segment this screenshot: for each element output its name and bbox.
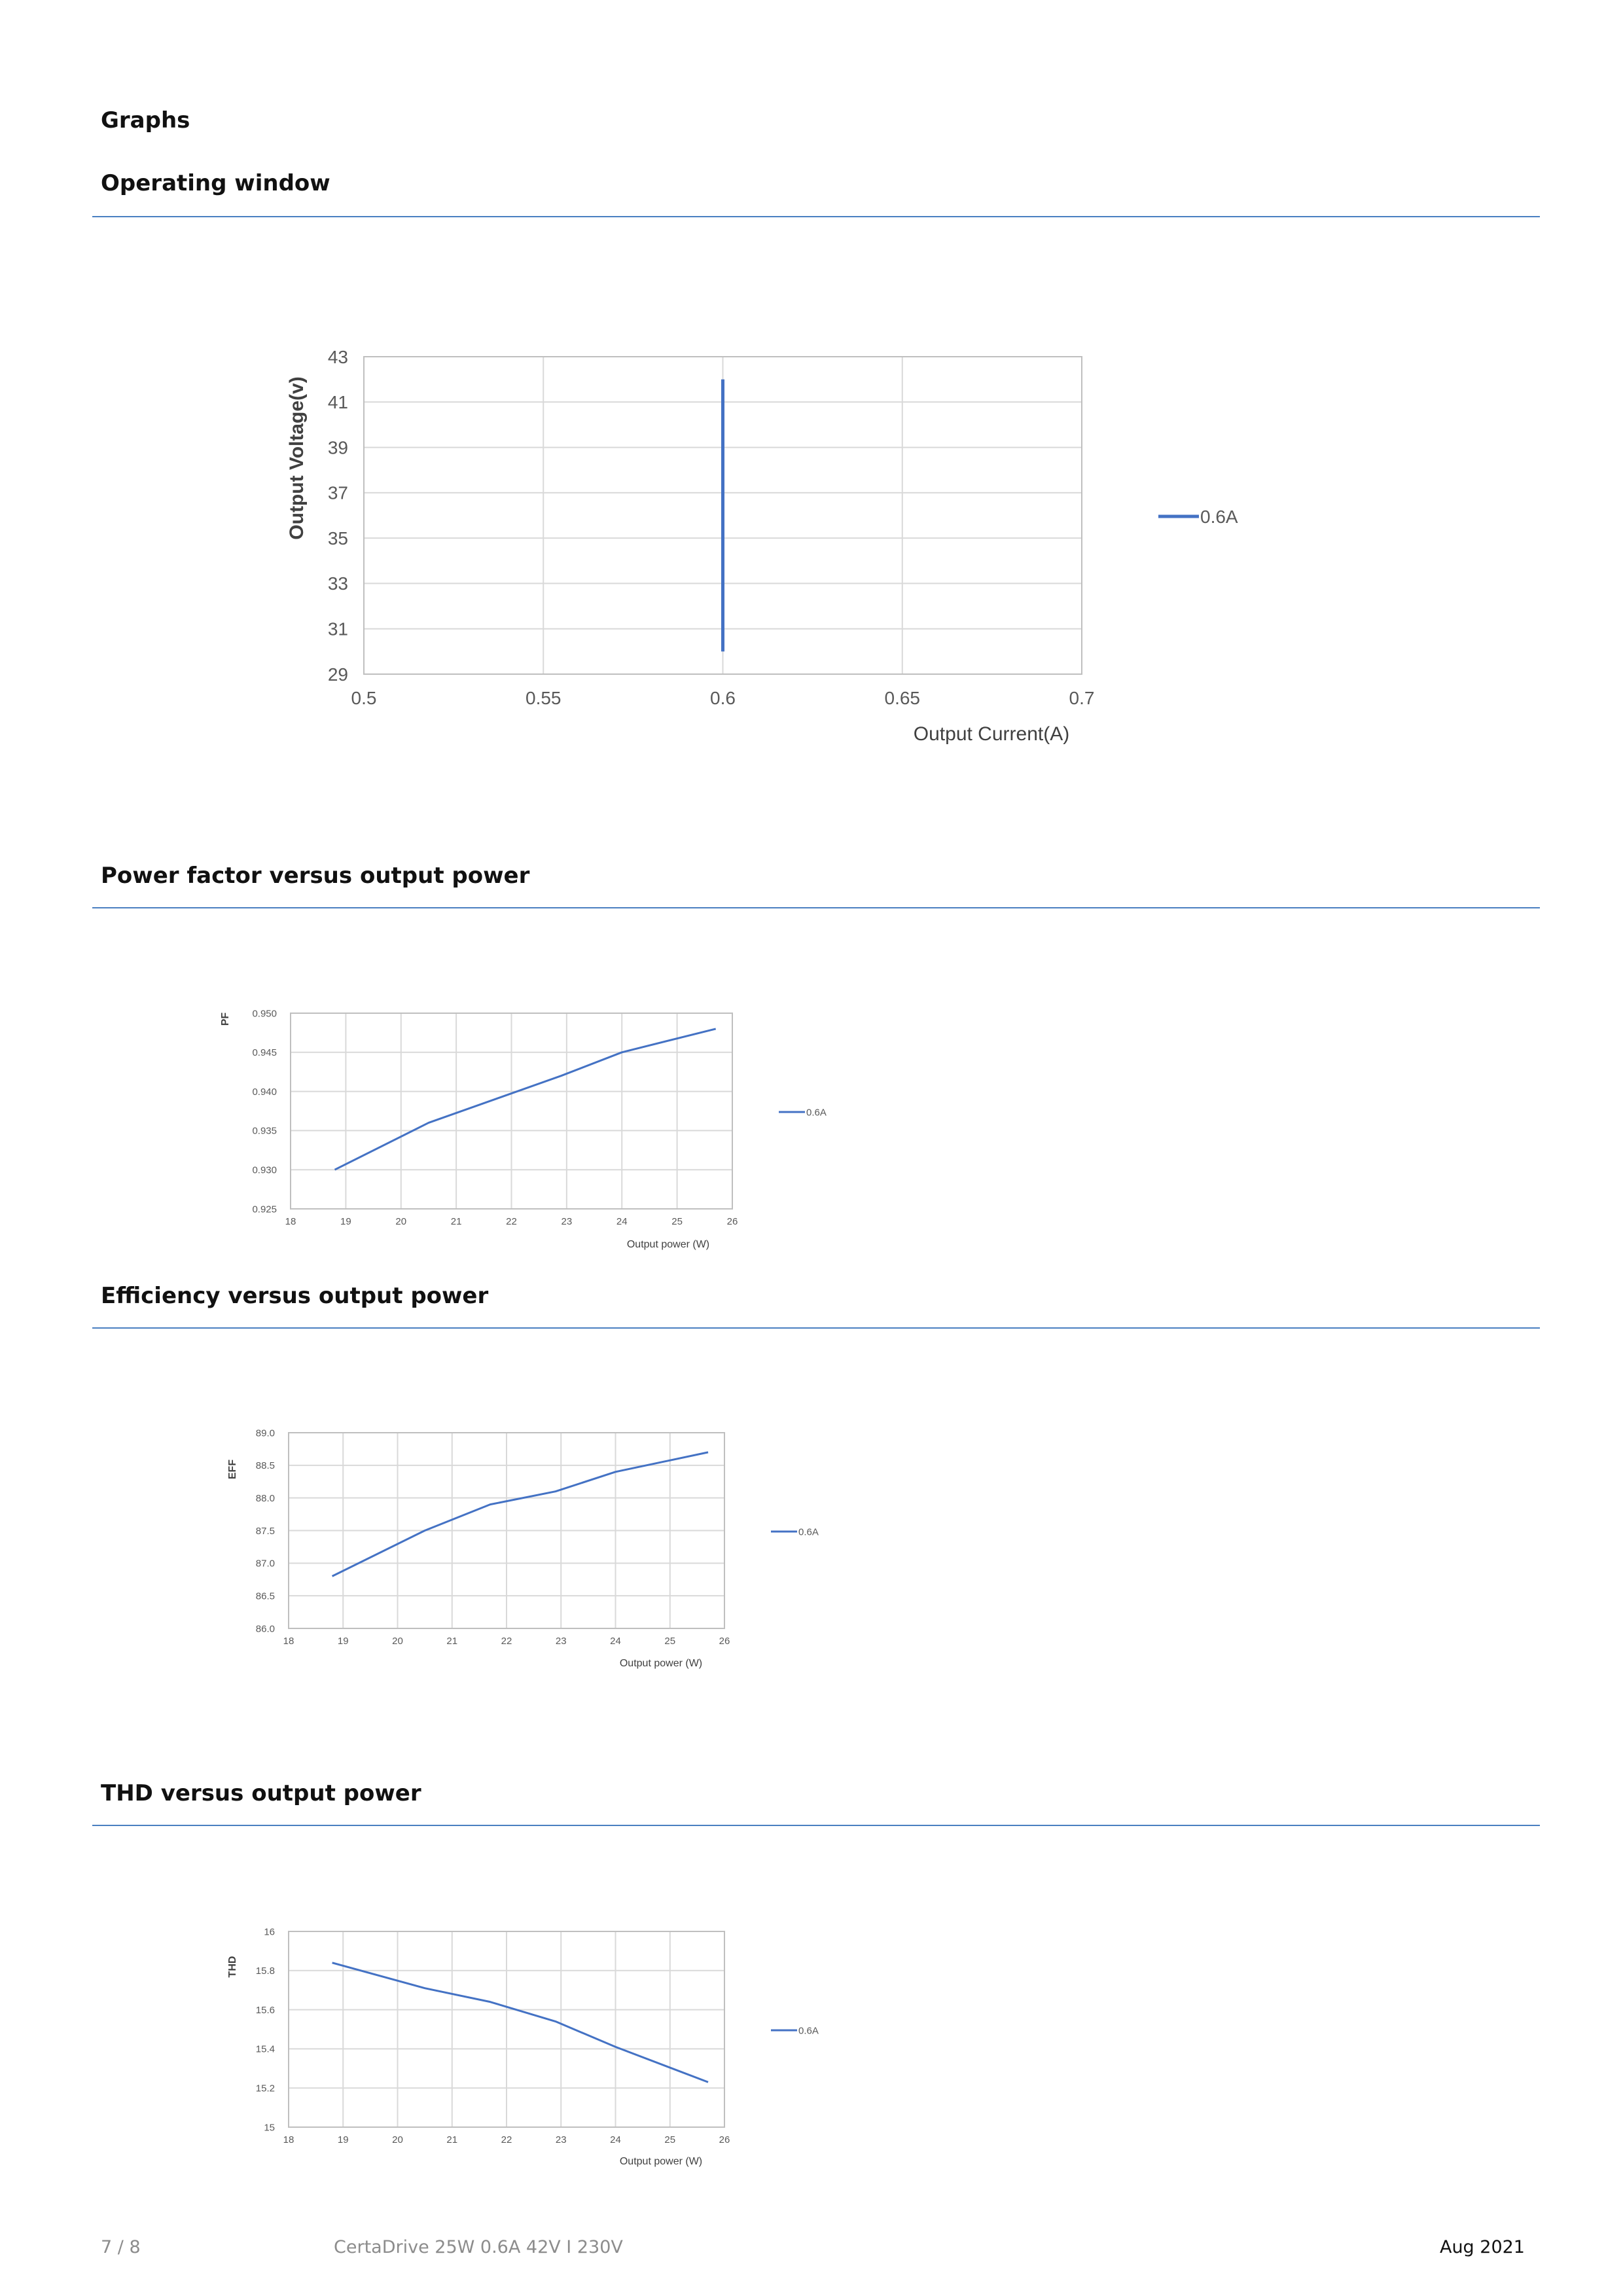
x-tick-label: 20: [395, 1216, 406, 1227]
y-tick-label: 86.0: [256, 1623, 275, 1634]
x-tick-label: 20: [392, 1636, 403, 1647]
x-tick-label: 23: [556, 2134, 567, 2145]
heading-thd: THD versus output power: [101, 1780, 421, 1806]
y-tick-label: 16: [264, 1926, 275, 1937]
x-tick-label: 26: [719, 1636, 730, 1647]
y-tick-label: 88.5: [256, 1460, 275, 1471]
y-tick-label: 29: [328, 664, 348, 685]
legend-label: 0.6A: [806, 1107, 827, 1118]
y-tick-label: 89.0: [256, 1427, 275, 1439]
section-title: Graphs: [101, 107, 190, 134]
x-tick-label: 23: [556, 1636, 567, 1647]
y-tick-label: 87.5: [256, 1526, 275, 1537]
x-tick-label: 24: [616, 1216, 628, 1227]
y-tick-label: 35: [328, 528, 348, 548]
y-tick-label: 15: [264, 2122, 275, 2133]
section-divider: [92, 216, 1540, 217]
y-axis-title: EFF: [227, 1460, 238, 1479]
x-tick-label: 23: [562, 1216, 573, 1227]
x-tick-label: 19: [340, 1216, 351, 1227]
plot-area-frame: [290, 1013, 733, 1210]
y-tick-label: 87.0: [256, 1558, 275, 1570]
x-tick-label: 0.65: [885, 688, 921, 708]
x-axis-title: Output power (W): [620, 1658, 702, 1669]
x-tick-label: 18: [283, 1636, 294, 1647]
y-tick-label: 0.940: [252, 1086, 277, 1098]
legend-label: 0.6A: [1200, 507, 1238, 527]
y-tick-label: 0.945: [252, 1047, 277, 1058]
heading-power-factor: Power factor versus output power: [101, 863, 530, 889]
y-tick-label: 33: [328, 573, 348, 594]
y-tick-label: 15.4: [256, 2044, 275, 2055]
x-tick-label: 0.6: [710, 688, 736, 708]
x-tick-label: 0.5: [351, 688, 377, 708]
y-tick-label: 0.930: [252, 1164, 277, 1175]
y-axis-title: PF: [220, 1013, 231, 1026]
y-tick-label: 39: [328, 437, 348, 457]
x-tick-label: 25: [664, 2134, 675, 2145]
y-tick-label: 15.6: [256, 2005, 275, 2016]
x-tick-label: 0.55: [526, 688, 562, 708]
x-tick-label: 20: [392, 2134, 403, 2145]
plot-area-frame: [288, 1931, 725, 2128]
x-tick-label: 18: [283, 2134, 294, 2145]
x-tick-label: 24: [610, 1636, 621, 1647]
x-tick-label: 21: [446, 2134, 457, 2145]
plot-area-frame: [288, 1432, 725, 1629]
series-line-0-6a: [331, 1451, 709, 1577]
x-tick-label: 19: [338, 2134, 349, 2145]
y-tick-label: 15.2: [256, 2083, 275, 2094]
legend-label: 0.6A: [798, 1526, 819, 1537]
y-axis-title: Output Voltage(v): [286, 376, 308, 539]
heading-efficiency: Efficiency versus output power: [101, 1283, 489, 1309]
x-tick-label: 18: [285, 1216, 296, 1227]
x-tick-label: 25: [671, 1216, 683, 1227]
x-tick-label: 26: [727, 1216, 738, 1227]
heading-operating-window: Operating window: [101, 170, 330, 196]
y-tick-label: 86.5: [256, 1590, 275, 1602]
x-axis-title: Output Current(A): [914, 723, 1069, 745]
section-divider: [92, 907, 1540, 908]
x-tick-label: 0.7: [1069, 688, 1095, 708]
x-axis-title: Output power (W): [627, 1239, 709, 1250]
y-tick-label: 0.950: [252, 1008, 277, 1019]
x-tick-label: 19: [338, 1636, 349, 1647]
y-tick-label: 0.925: [252, 1204, 277, 1215]
x-tick-label: 24: [610, 2134, 621, 2145]
x-tick-label: 21: [451, 1216, 462, 1227]
footer-date: Aug 2021: [1439, 2237, 1525, 2257]
x-tick-label: 21: [446, 1636, 457, 1647]
x-tick-label: 22: [501, 2134, 512, 2145]
x-axis-title: Output power (W): [620, 2156, 702, 2167]
y-tick-label: 0.935: [252, 1126, 277, 1137]
footer-product-name: CertaDrive 25W 0.6A 42V I 230V: [334, 2237, 623, 2257]
y-tick-label: 43: [328, 347, 348, 367]
y-tick-label: 37: [328, 483, 348, 503]
footer-page-number: 7 / 8: [101, 2237, 141, 2257]
x-tick-label: 22: [506, 1216, 517, 1227]
x-tick-label: 25: [664, 1636, 675, 1647]
section-divider: [92, 1327, 1540, 1329]
series-line-0-6a: [332, 1962, 709, 2083]
y-axis-title: THD: [227, 1956, 238, 1978]
y-tick-label: 41: [328, 392, 348, 412]
y-tick-label: 31: [328, 619, 348, 639]
legend-label: 0.6A: [798, 2025, 819, 2036]
x-tick-label: 26: [719, 2134, 730, 2145]
series-line-0-6a: [334, 1028, 717, 1171]
y-tick-label: 15.8: [256, 1965, 275, 1977]
plot-area-frame: [363, 356, 1082, 675]
section-divider: [92, 1825, 1540, 1826]
x-tick-label: 22: [501, 1636, 512, 1647]
y-tick-label: 88.0: [256, 1493, 275, 1504]
